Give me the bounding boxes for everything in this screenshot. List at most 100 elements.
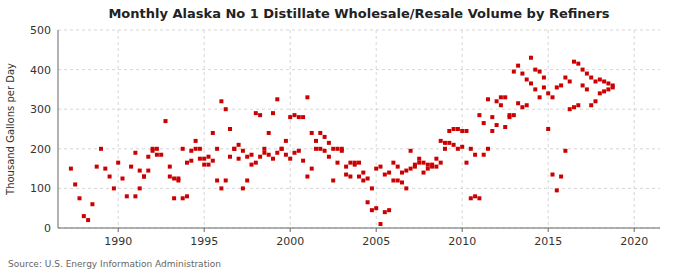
point bbox=[215, 178, 219, 182]
point bbox=[232, 147, 236, 151]
point bbox=[439, 139, 443, 143]
point bbox=[323, 135, 327, 139]
point bbox=[275, 97, 279, 101]
point bbox=[215, 147, 219, 151]
point bbox=[181, 147, 185, 151]
point bbox=[512, 70, 516, 74]
point bbox=[576, 62, 580, 66]
x-tick bbox=[118, 228, 119, 232]
point bbox=[112, 186, 116, 190]
point bbox=[232, 147, 236, 151]
point bbox=[361, 178, 365, 182]
y-grid-line bbox=[58, 188, 660, 189]
point bbox=[185, 194, 189, 198]
x-tick bbox=[462, 228, 463, 232]
point bbox=[482, 153, 486, 157]
point bbox=[78, 196, 82, 200]
point bbox=[581, 83, 585, 87]
x-tick bbox=[634, 228, 635, 232]
point bbox=[219, 99, 223, 103]
point bbox=[280, 147, 284, 151]
y-tick-label: 400 bbox=[30, 64, 51, 77]
point bbox=[151, 149, 155, 153]
point bbox=[400, 171, 404, 175]
point bbox=[559, 83, 563, 87]
x-grid-line bbox=[290, 30, 291, 228]
point bbox=[348, 175, 352, 179]
x-tick bbox=[204, 228, 205, 232]
point bbox=[323, 149, 327, 153]
point bbox=[168, 175, 172, 179]
y-grid-line bbox=[58, 30, 660, 31]
point bbox=[495, 99, 499, 103]
point bbox=[542, 76, 546, 80]
point bbox=[516, 101, 520, 105]
point bbox=[404, 169, 408, 173]
point bbox=[198, 157, 202, 161]
point bbox=[305, 95, 309, 99]
point bbox=[551, 95, 555, 99]
point bbox=[155, 153, 159, 157]
point bbox=[417, 157, 421, 161]
point bbox=[490, 115, 494, 119]
point bbox=[237, 143, 241, 147]
point bbox=[211, 131, 215, 135]
x-tick-label: 2010 bbox=[448, 235, 476, 248]
point bbox=[546, 91, 550, 95]
point bbox=[288, 157, 292, 161]
point bbox=[391, 161, 395, 165]
point bbox=[344, 173, 348, 177]
point bbox=[121, 177, 125, 181]
point bbox=[477, 113, 481, 117]
point bbox=[374, 167, 378, 171]
point bbox=[460, 145, 464, 149]
point bbox=[422, 171, 426, 175]
point bbox=[90, 202, 94, 206]
point bbox=[284, 153, 288, 157]
point bbox=[525, 78, 529, 82]
point bbox=[434, 165, 438, 169]
points bbox=[69, 56, 615, 226]
point bbox=[422, 161, 426, 165]
point bbox=[275, 151, 279, 155]
point bbox=[379, 165, 383, 169]
point bbox=[490, 129, 494, 133]
point bbox=[138, 169, 142, 173]
x-grid-line bbox=[376, 30, 377, 228]
y-tick-label: 0 bbox=[44, 222, 51, 235]
point bbox=[443, 147, 447, 151]
point bbox=[297, 149, 301, 153]
point bbox=[176, 178, 180, 182]
point bbox=[391, 178, 395, 182]
point bbox=[383, 173, 387, 177]
point bbox=[383, 210, 387, 214]
point bbox=[280, 147, 284, 151]
point bbox=[262, 151, 266, 155]
point bbox=[542, 85, 546, 89]
chart: 0100200300400500199019952000200520102015… bbox=[0, 0, 675, 275]
point bbox=[69, 167, 73, 171]
point bbox=[336, 147, 340, 151]
point bbox=[404, 186, 408, 190]
point bbox=[194, 147, 198, 151]
y-tick-label: 300 bbox=[30, 103, 51, 116]
point bbox=[146, 155, 150, 159]
x-tick-label: 1995 bbox=[190, 235, 218, 248]
y-grid-line bbox=[58, 148, 660, 149]
point bbox=[245, 178, 249, 182]
point bbox=[164, 119, 168, 123]
point bbox=[508, 115, 512, 119]
point bbox=[301, 159, 305, 163]
point bbox=[108, 175, 112, 179]
point bbox=[310, 131, 314, 135]
point bbox=[426, 167, 430, 171]
point bbox=[297, 115, 301, 119]
point bbox=[460, 129, 464, 133]
point bbox=[495, 123, 499, 127]
y-axis bbox=[58, 30, 59, 228]
point bbox=[142, 175, 146, 179]
point bbox=[477, 196, 481, 200]
point bbox=[99, 147, 103, 151]
point bbox=[585, 72, 589, 76]
y-grid-line bbox=[58, 69, 660, 70]
